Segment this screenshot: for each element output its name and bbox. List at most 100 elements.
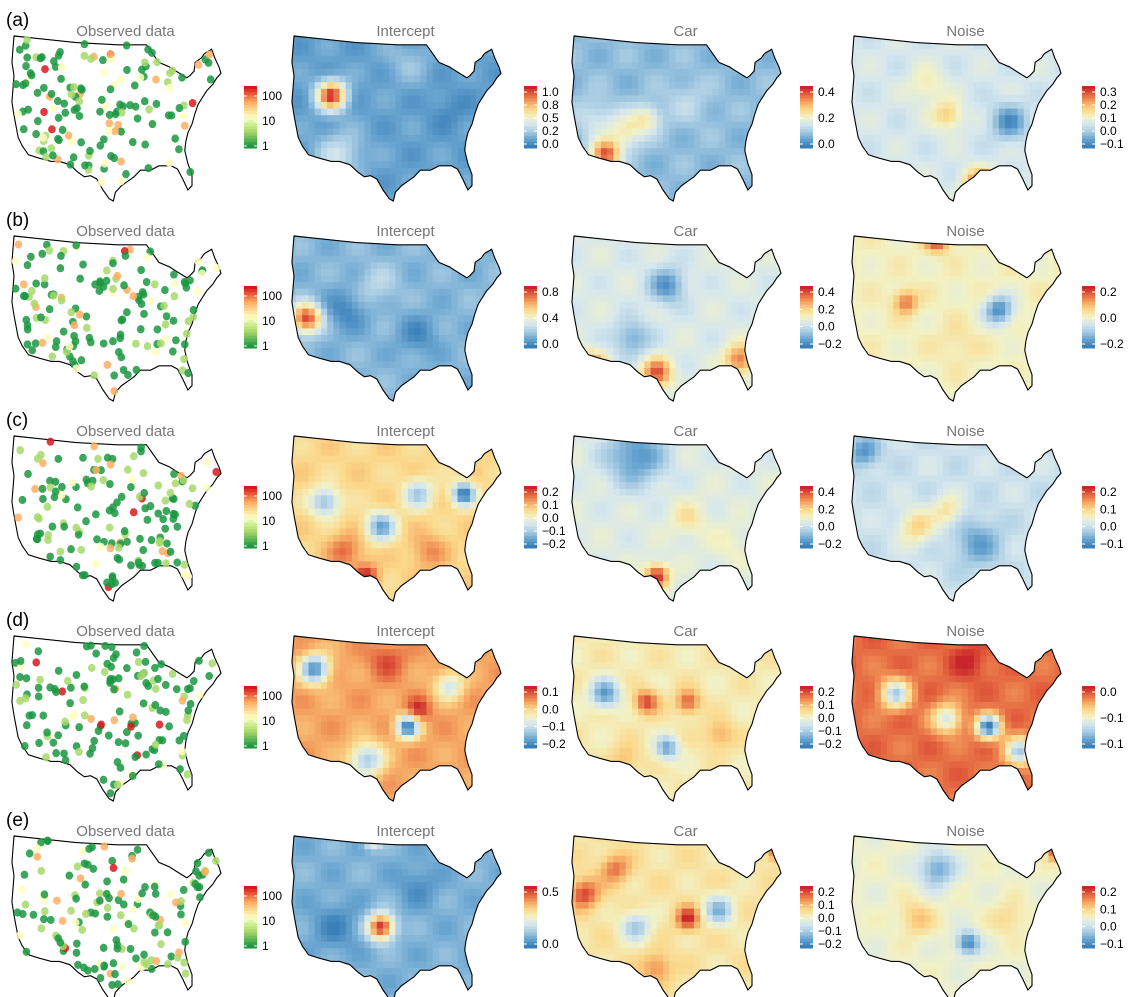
field-cell — [482, 236, 490, 244]
field-cell — [619, 381, 627, 389]
field-cell — [681, 135, 689, 143]
field-cell — [476, 115, 483, 123]
field-cell — [880, 102, 888, 110]
field-cell — [451, 269, 459, 277]
station-point — [40, 274, 49, 283]
field-cell — [712, 242, 720, 250]
colorbar-segment — [524, 120, 537, 124]
field-cell — [681, 328, 689, 336]
field-cell — [743, 269, 751, 277]
field-cell — [619, 315, 627, 323]
field-cell — [749, 148, 757, 156]
field-cell — [663, 128, 670, 136]
field-cell — [731, 69, 739, 77]
field-cell — [700, 168, 708, 176]
field-cell — [333, 249, 341, 257]
field-cell — [687, 154, 695, 163]
field-cell — [1017, 128, 1025, 136]
field-cell — [625, 194, 633, 202]
field-cell — [737, 288, 745, 297]
field-cell — [407, 242, 415, 250]
field-cell — [868, 141, 876, 149]
field-cell — [457, 187, 465, 196]
field-cell — [899, 141, 907, 149]
field-cell — [571, 88, 577, 97]
field-cell — [351, 295, 359, 303]
field-cell — [451, 401, 459, 402]
field-cell — [663, 135, 670, 143]
field-cell — [762, 262, 770, 270]
field-cell — [370, 154, 378, 163]
field-cell — [856, 201, 863, 202]
field-cell — [731, 181, 739, 189]
field-cell — [911, 69, 919, 77]
station-point — [186, 167, 195, 177]
field-cell — [291, 341, 297, 349]
field-cell — [644, 242, 652, 250]
field-cell — [308, 201, 316, 202]
field-cell — [625, 95, 633, 103]
field-cell — [613, 181, 621, 189]
field-cell — [998, 154, 1006, 163]
field-cell — [943, 174, 950, 182]
field-cell — [656, 95, 664, 103]
field-cell — [364, 328, 372, 336]
field-cell — [880, 69, 888, 77]
field-cell — [358, 341, 366, 349]
field-cell — [1029, 82, 1037, 90]
field-cell — [482, 115, 490, 123]
colorbar-segment — [524, 286, 537, 290]
field-cell — [576, 348, 583, 356]
field-cell — [681, 308, 689, 316]
field-cell — [638, 348, 646, 356]
field-cell — [631, 328, 639, 336]
field-cell — [463, 288, 471, 297]
field-cell — [463, 121, 471, 130]
field-cell — [687, 141, 695, 149]
field-cell — [588, 62, 596, 70]
field-cell — [625, 62, 633, 70]
field-cell — [718, 154, 726, 163]
field-cell — [291, 282, 297, 290]
field-cell — [613, 394, 621, 402]
field-cell — [488, 361, 496, 369]
field-cell — [650, 135, 658, 143]
field-cell — [407, 295, 415, 303]
field-cell — [781, 89, 788, 96]
field-cell — [731, 187, 739, 196]
station-point — [36, 54, 45, 63]
field-cell — [644, 108, 652, 116]
field-cell — [314, 295, 322, 303]
colorbar-segment — [524, 89, 537, 93]
field-cell — [1042, 55, 1050, 64]
field-cell — [644, 335, 652, 343]
field-cell — [675, 255, 683, 264]
field-cell — [407, 394, 415, 402]
field-cell — [445, 401, 452, 402]
field-cell — [488, 194, 496, 202]
field-cell — [1036, 148, 1043, 156]
station-point — [165, 158, 174, 167]
field-cell — [998, 82, 1006, 90]
field-cell — [1042, 135, 1050, 143]
field-cell — [420, 174, 428, 182]
field-cell — [407, 401, 415, 402]
field-cell — [880, 88, 888, 97]
field-cell — [607, 302, 614, 310]
field-cell — [414, 354, 421, 363]
colorbar-segment — [244, 113, 257, 118]
colorbar-tick-label: 1.0 — [542, 85, 559, 99]
field-cell — [663, 387, 670, 396]
field-cell — [687, 108, 695, 116]
field-cell — [851, 174, 857, 182]
field-cell — [613, 95, 621, 103]
field-cell — [694, 255, 701, 264]
field-cell — [712, 82, 720, 90]
field-cell — [296, 69, 303, 77]
field-cell — [851, 128, 857, 136]
field-cell — [395, 302, 403, 310]
field-cell — [389, 255, 397, 264]
field-cell — [296, 394, 303, 402]
field-cell — [582, 174, 590, 182]
field-cell — [370, 315, 378, 323]
